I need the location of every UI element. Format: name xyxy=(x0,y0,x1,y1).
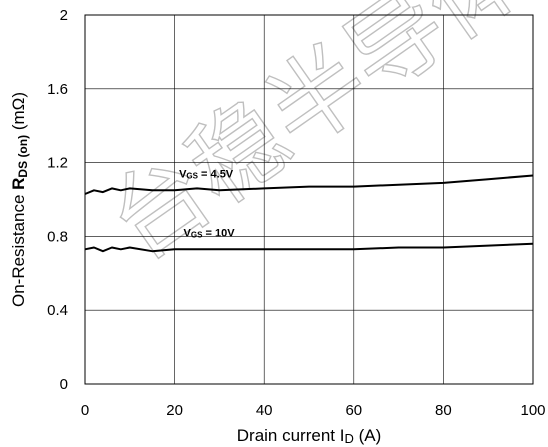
y-tick-label: 1.2 xyxy=(47,155,68,172)
x-axis-ticks: 0 20 40 60 80 100 xyxy=(81,402,546,419)
plot-frame xyxy=(84,14,534,385)
series-label-main: V xyxy=(179,168,187,180)
x-axis-title-main: Drain current I xyxy=(237,426,345,445)
series-label-main: V xyxy=(184,227,192,239)
y-tick-label: 2 xyxy=(60,7,68,24)
x-axis-title-sub: D xyxy=(344,431,353,446)
y-tick-label: 0 xyxy=(60,376,68,393)
y-axis-title-main: R xyxy=(9,178,28,190)
y-axis-title-prefix: On-Resistance xyxy=(9,190,28,307)
y-tick-label: 0.8 xyxy=(47,228,68,245)
y-axis-title: On-Resistance RDS (on) (mΩ) xyxy=(9,92,30,307)
x-tick-label: 60 xyxy=(345,402,362,419)
series-label: VGS = 4.5V xyxy=(179,168,234,180)
x-tick-label: 40 xyxy=(256,402,273,419)
x-tick-label: 0 xyxy=(81,402,89,419)
watermark: 台稳半导体 xyxy=(89,0,546,281)
series-line xyxy=(84,242,534,253)
x-axis-title-unit: (A) xyxy=(354,426,381,445)
x-axis-title: Drain current ID (A) xyxy=(237,426,381,446)
series-label-sub: GS xyxy=(191,230,203,239)
y-axis-title-sub: DS (on) xyxy=(16,135,30,178)
y-tick-label: 0.4 xyxy=(47,302,68,319)
y-axis-title-unit: (mΩ) xyxy=(9,92,28,135)
series-label-sub: GS xyxy=(186,171,198,180)
x-tick-label: 20 xyxy=(166,402,183,419)
x-tick-label: 80 xyxy=(435,402,452,419)
x-tick-label: 100 xyxy=(520,402,545,419)
series-label-value: = 4.5V xyxy=(198,168,234,180)
y-tick-label: 1.6 xyxy=(47,81,68,98)
series-line xyxy=(84,174,534,195)
grid xyxy=(85,15,533,384)
y-axis-ticks: 0 0.4 0.8 1.2 1.6 2 xyxy=(47,7,68,393)
series-label: VGS = 10V xyxy=(184,227,236,239)
series-label-value: = 10V xyxy=(202,227,235,239)
